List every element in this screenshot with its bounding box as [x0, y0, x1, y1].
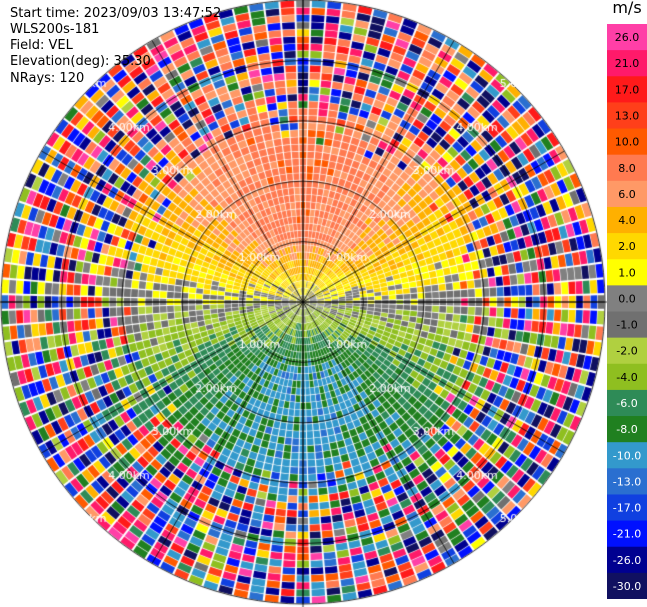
colorbar-tick-label: -8.0: [616, 423, 637, 436]
instrument-label: WLS200s-181: [10, 22, 100, 37]
colorbar-tick-label: -10.0: [613, 449, 641, 462]
colorbar-swatch: [607, 180, 647, 208]
colorbar-swatch: [607, 50, 647, 77]
colorbar-tick-label: 10.0: [615, 136, 640, 149]
colorbar-swatch: [607, 285, 647, 312]
colorbar-swatch: [607, 337, 647, 365]
colorbar-swatch: [607, 24, 647, 51]
colorbar-tick-label: 1.0: [618, 266, 636, 279]
colorbar-tick-label: 4.0: [618, 214, 636, 227]
colorbar-tick-label: -6.0: [616, 397, 637, 410]
colorbar-tick-label: 21.0: [615, 57, 640, 70]
colorbar-swatch: [607, 468, 647, 495]
colorbar: 26.0 21.0 17.0 13.0 10.0 8.0 6.0 4.0 2.0 1.0 0.0 -1…: [607, 24, 647, 599]
colorbar-tick-label: -30.0: [613, 580, 641, 593]
colorbar-swatch: [607, 572, 647, 599]
colorbar-tick-label: 6.0: [618, 188, 636, 201]
colorbar-swatch: [607, 76, 647, 103]
colorbar-swatch: [607, 389, 647, 417]
colorbar-tick-label: 8.0: [618, 162, 636, 175]
colorbar-swatch: [607, 102, 647, 130]
colorbar-unit: m/s: [612, 0, 642, 17]
colorbar-swatch: [607, 154, 647, 182]
colorbar-tick-label: -17.0: [613, 502, 641, 515]
nrays-label: NRays: 120: [10, 71, 85, 86]
colorbar-swatch: [607, 206, 647, 234]
colorbar-tick-label: 17.0: [615, 83, 640, 96]
colorbar-swatch: [607, 128, 647, 156]
start-time-label: Start time: 2023/09/03 13:47:52: [10, 6, 222, 21]
colorbar-tick-label: -1.0: [616, 319, 637, 332]
colorbar-swatch: [607, 416, 647, 443]
colorbar-tick-label: 26.0: [615, 31, 640, 44]
colorbar-tick-label: -21.0: [613, 528, 641, 541]
elevation-label: Elevation(deg): 35.30: [10, 54, 151, 69]
colorbar-swatch: [607, 442, 647, 469]
colorbar-swatch: [607, 363, 647, 391]
colorbar-swatch: [607, 259, 647, 286]
colorbar-tick-label: -26.0: [613, 554, 641, 567]
colorbar-tick-label: 0.0: [618, 292, 636, 305]
colorbar-tick-label: 13.0: [615, 109, 640, 122]
colorbar-tick-label: -13.0: [613, 475, 641, 488]
colorbar-swatch: [607, 233, 647, 260]
colorbar-swatch: [607, 311, 647, 339]
colorbar-swatch: [607, 546, 647, 574]
field-label: Field: VEL: [10, 38, 73, 53]
colorbar-swatch: [607, 520, 647, 548]
colorbar-tick-label: -2.0: [616, 345, 637, 358]
colorbar-swatch: [607, 494, 647, 522]
colorbar-tick-label: 2.0: [618, 240, 636, 253]
colorbar-tick-label: -4.0: [616, 371, 637, 384]
